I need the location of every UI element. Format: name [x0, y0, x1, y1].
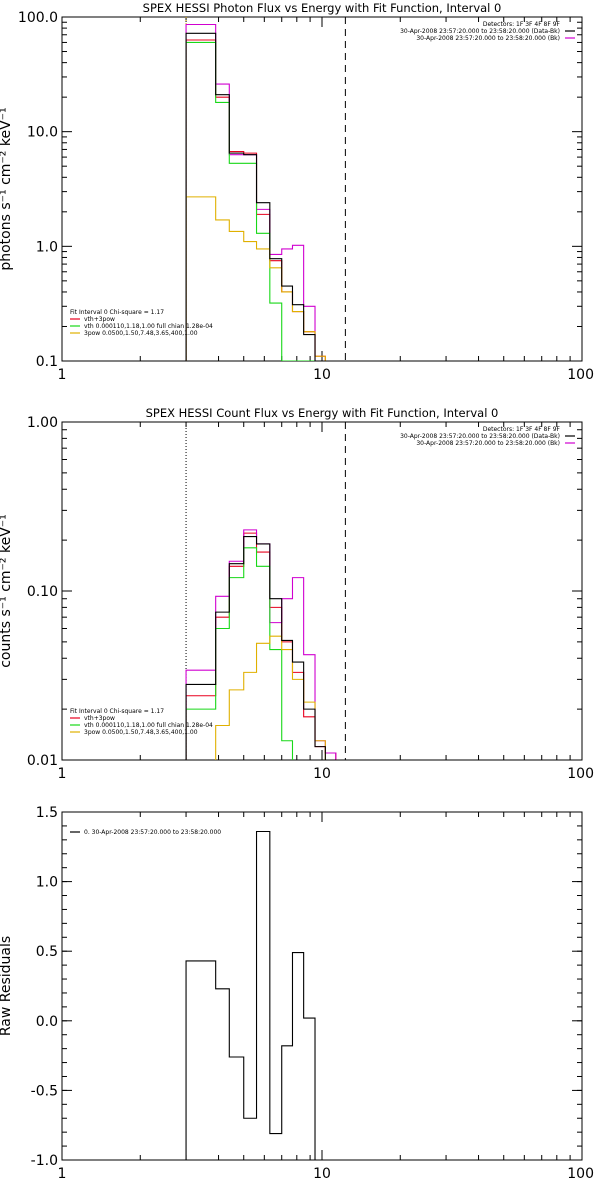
y-tick-label: 1.0 [36, 239, 58, 255]
header-line: 30-Apr-2008 23:57:20.000 to 23:58:20.000… [400, 28, 560, 35]
x-tick-label: 1 [58, 367, 67, 383]
x-tick-label: 1 [58, 766, 67, 782]
x-tick-label: 1 [58, 1166, 67, 1182]
header-line: 30-Apr-2008 23:57:20.000 to 23:58:20.000… [416, 440, 560, 447]
y-axis-label: counts s⁻¹ cm⁻² keV⁻¹ [0, 514, 14, 668]
y-tick-label: 100.0 [18, 10, 58, 26]
y-tick-label: 10.0 [27, 125, 58, 141]
y-tick-label: -1.0 [31, 1153, 58, 1169]
y-tick-label: 1.5 [36, 805, 58, 821]
header-line: Detectors: 1F 3F 4F 8F 9F [483, 426, 561, 433]
x-tick-label: 10 [313, 766, 331, 782]
data-series [185, 830, 316, 1160]
legend-entry: 0. 30-Apr-2008 23:57:20.000 to 23:58:20.… [84, 829, 221, 836]
series-5-histogram [185, 32, 326, 361]
y-axis-label: photons s⁻¹ cm⁻² keV⁻¹ [0, 107, 14, 270]
legend-entry: vth+3pow [84, 715, 115, 722]
legend-entry: vth 0.000110,1.18,1.00 full chian 1.28e-… [84, 323, 213, 330]
legend-entry: 3pow 0.0500,1.50,7.48,3.65,400,1.00 [84, 729, 198, 736]
series-3-histogram [185, 547, 294, 760]
x-tick-label: 100 [567, 367, 594, 383]
data-series [185, 529, 337, 760]
x-tick-label: 100 [567, 1166, 594, 1182]
chart-3: Raw Residuals 1 10 100 1.5 1.0 0.5 0.0 -0.5 -1.0 0… [0, 805, 594, 1182]
series-1-histogram [185, 532, 337, 760]
series-4-histogram [215, 635, 337, 760]
chart-1: SPEX HESSI Photon Flux vs Energy with Fi… [0, 1, 594, 383]
data-series [185, 23, 326, 361]
plot-frame [61, 811, 583, 1161]
series-5-histogram [185, 535, 337, 760]
series-1-histogram [185, 830, 316, 1160]
y-tick-label: 1.00 [27, 415, 58, 431]
y-tick-label: 1.0 [36, 875, 58, 891]
x-tick-label: 100 [567, 766, 594, 782]
x-tick-label: 10 [313, 367, 331, 383]
y-tick-label: 0.5 [36, 944, 58, 960]
header-line: 30-Apr-2008 23:57:20.000 to 23:58:20.000… [416, 35, 560, 42]
y-tick-label: 0.10 [27, 584, 58, 600]
chart-title: SPEX HESSI Count Flux vs Energy with Fit… [146, 406, 499, 420]
header-line: Detectors: 1F 3F 4F 8F 9F [483, 21, 561, 28]
y-axis-label: Raw Residuals [0, 936, 14, 1036]
y-tick-label: 0.0 [36, 1014, 58, 1030]
series-3-histogram [185, 41, 326, 361]
y-tick-label: 0.01 [27, 753, 58, 769]
legend-entry: vth+3pow [84, 316, 115, 323]
legend-entry: Fit Interval 0 Chi-square = 1.17 [70, 708, 164, 715]
legend-entry: vth 0.000110,1.18,1.00 full chian 1.28e-… [84, 722, 213, 729]
chart-2: SPEX HESSI Count Flux vs Energy with Fit… [0, 406, 594, 782]
y-tick-label: -0.5 [31, 1083, 58, 1099]
legend-entry: 3pow 0.0500,1.50,7.48,3.65,400,1.00 [84, 330, 198, 337]
x-tick-label: 10 [313, 1166, 331, 1182]
header-line: 30-Apr-2008 23:57:20.000 to 23:58:20.000… [400, 433, 560, 440]
series-4-histogram [185, 196, 326, 361]
series-2-histogram [185, 529, 337, 760]
chart-title: SPEX HESSI Photon Flux vs Energy with Fi… [143, 1, 502, 15]
y-tick-label: 0.1 [36, 354, 58, 370]
legend-entry: Fit Interval 0 Chi-square = 1.17 [70, 309, 164, 316]
